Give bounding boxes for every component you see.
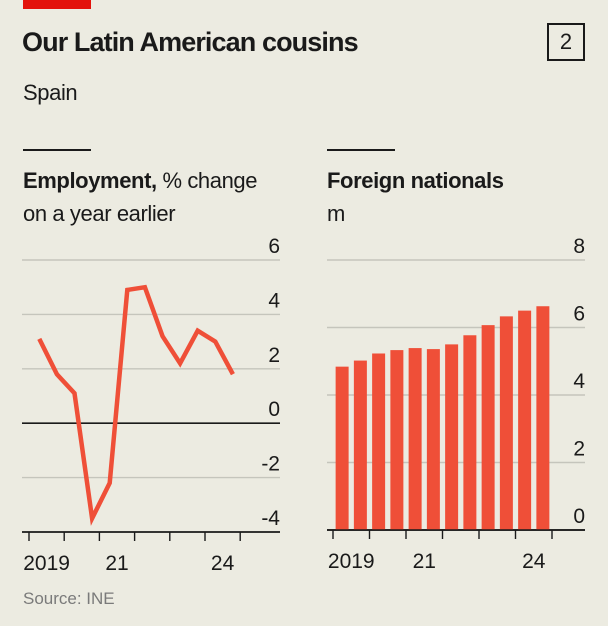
employment-line [37, 284, 235, 526]
employment-panel-title: Employment, % change on a year earlier [23, 164, 258, 230]
y-tick-label: 4 [573, 370, 585, 393]
y-tick-label: 6 [573, 303, 585, 326]
y-tick-label: 0 [573, 505, 585, 528]
foreign-title-unit: m [327, 201, 345, 226]
employment-title-bold: Employment, [23, 168, 157, 193]
left-panel-rule [23, 149, 91, 151]
foreign-title-bold: Foreign nationals [327, 168, 504, 193]
foreign-nationals-bar [481, 325, 495, 530]
foreign-nationals-bar [353, 360, 367, 530]
y-tick-label: 6 [268, 235, 280, 258]
foreign-nationals-bar [408, 348, 422, 530]
foreign-panel-title: Foreign nationals m [327, 164, 504, 230]
foreign-nationals-bar [518, 310, 532, 530]
employment-title-line2: on a year earlier [23, 201, 176, 226]
x-tick-label: 21 [105, 552, 128, 575]
foreign-nationals-bar [426, 349, 440, 530]
y-tick-label: -4 [261, 507, 280, 530]
y-tick-label: 4 [268, 289, 280, 312]
foreign-nationals-bar [445, 344, 459, 530]
y-tick-label: 2 [573, 438, 585, 461]
foreign-nationals-bar [372, 353, 386, 530]
x-tick-label: 21 [413, 550, 436, 573]
y-tick-label: 8 [573, 235, 585, 258]
chart-number-badge: 2 [547, 23, 585, 61]
x-tick-label: 24 [522, 550, 546, 573]
foreign-nationals-bar [536, 306, 550, 530]
employment-title-unit: % change [156, 168, 258, 193]
foreign-nationals-bar [390, 350, 404, 530]
right-panel-rule [327, 149, 395, 151]
x-tick-label: 2019 [328, 550, 375, 573]
chart-subtitle: Spain [23, 80, 78, 105]
chart-title: Our Latin American cousins [22, 27, 359, 57]
x-tick-label: 2019 [23, 552, 70, 575]
foreign-nationals-bar [335, 366, 349, 530]
y-tick-label: 2 [268, 344, 280, 367]
foreign-nationals-bar [463, 335, 477, 530]
y-tick-label: 0 [268, 398, 280, 421]
x-tick-label: 24 [211, 552, 235, 575]
foreign-nationals-bar [499, 316, 513, 530]
brand-red-bar [23, 0, 91, 9]
source-note: Source: INE [23, 589, 115, 608]
y-tick-label: -2 [261, 453, 280, 476]
